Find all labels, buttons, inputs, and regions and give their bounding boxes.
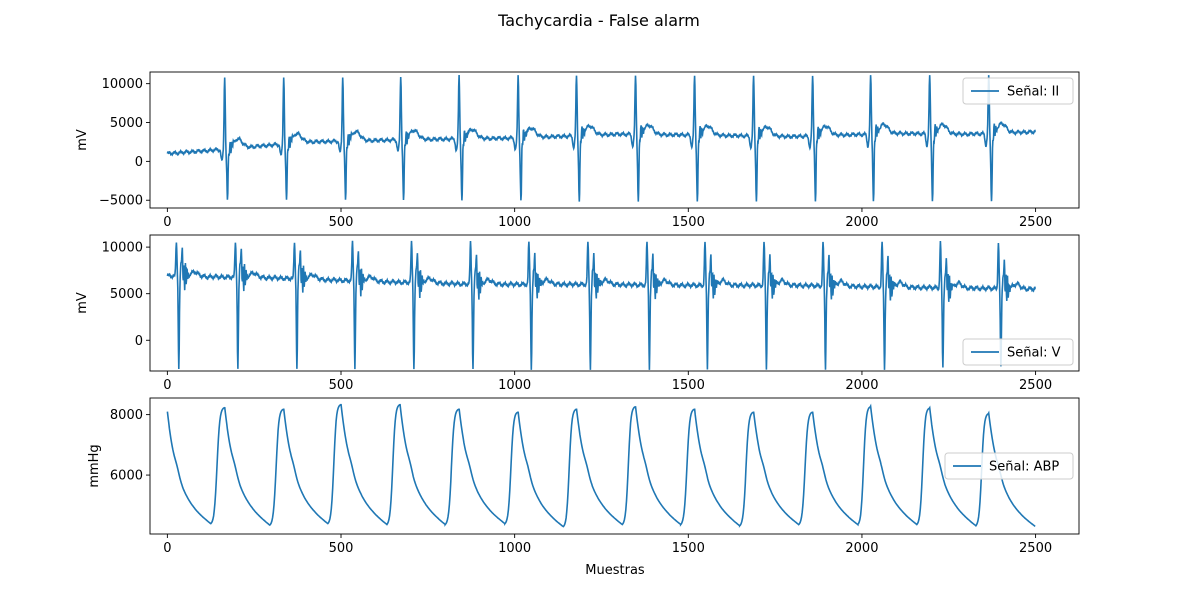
y-tick-label: 0 [135, 155, 143, 170]
axes-frame [149, 234, 1080, 372]
x-tick-label: 2000 [845, 378, 878, 393]
y-tick-label: 5000 [110, 287, 143, 302]
legend: Señal: II [962, 77, 1074, 105]
x-tick-label: 1500 [672, 541, 705, 556]
x-tick-label: 1000 [498, 215, 531, 230]
y-tick-label: −5000 [99, 194, 143, 209]
x-axis-label: Muestras [585, 563, 645, 578]
x-tick-label: 1000 [498, 541, 531, 556]
x-tick-label: 0 [163, 541, 171, 556]
x-tick-label: 1000 [498, 378, 531, 393]
x-tick-label: 1500 [672, 215, 705, 230]
x-tick-label: 2500 [1019, 541, 1052, 556]
legend: Señal: V [962, 338, 1074, 366]
subplots: 0 500 1000 1500 2000 2500−50000500010000mVSeñ… [75, 71, 1080, 556]
axes-frame [149, 397, 1080, 535]
legend-box [962, 338, 1074, 366]
y-axis-label: mV [75, 292, 90, 314]
y-tick-label: 6000 [110, 469, 143, 484]
legend-box [962, 77, 1074, 105]
x-tick-label: 1500 [672, 378, 705, 393]
x-tick-label: 500 [329, 378, 354, 393]
series-line-1 [166, 74, 1036, 202]
y-axis-label: mmHg [87, 444, 102, 487]
legend-label: Señal: V [1007, 346, 1061, 361]
y-axis-label: mV [75, 129, 90, 151]
subplot-1: 0 500 1000 1500 2000 2500 −5000 0 5000 10000 mV Señ… [75, 71, 1080, 230]
x-tick-label: 0 [163, 378, 171, 393]
x-tick-label: 0 [163, 215, 171, 230]
y-tick-label: 8000 [110, 408, 143, 423]
subplot-2: 0 500 1000 1500 2000 2500 0 5000 10000 mV Señal: V [75, 234, 1080, 393]
axes-frame [149, 71, 1080, 209]
subplot-3: 0 500 1000 1500 2000 2500 6000 8000 mmHg Señal: A… [87, 397, 1080, 556]
legend-label: Señal: ABP [989, 460, 1059, 475]
series-line-2 [166, 240, 1036, 370]
x-tick-label: 500 [329, 215, 354, 230]
x-tick-label: 2000 [845, 215, 878, 230]
x-tick-label: 2500 [1019, 378, 1052, 393]
y-tick-label: 0 [135, 334, 143, 349]
chart-title: Tachycardia - False alarm [497, 11, 700, 30]
x-tick-label: 2000 [845, 541, 878, 556]
legend: Señal: ABP [944, 452, 1074, 480]
legend-label: Señal: II [1007, 85, 1059, 100]
y-tick-label: 10000 [102, 77, 143, 92]
y-tick-label: 10000 [102, 241, 143, 256]
series-line-3 [166, 403, 1036, 528]
x-tick-label: 500 [329, 541, 354, 556]
y-tick-label: 5000 [110, 116, 143, 131]
x-tick-label: 2500 [1019, 215, 1052, 230]
legend-box [944, 452, 1074, 480]
